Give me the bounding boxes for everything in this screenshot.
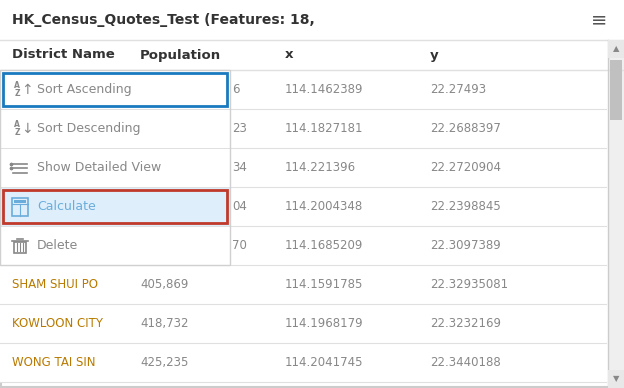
Bar	[0, 343, 606, 382]
Bar	[0, 187, 230, 226]
Text: 22.3232169: 22.3232169	[430, 317, 501, 330]
Text: Sort Descending: Sort Descending	[37, 122, 140, 135]
Text: 114.1827181: 114.1827181	[285, 122, 364, 135]
Text: 114.1462389: 114.1462389	[285, 83, 364, 96]
Text: y: y	[430, 48, 439, 62]
Bar	[14, 241, 26, 253]
Text: 22.27493: 22.27493	[430, 83, 486, 96]
Text: 114.2004348: 114.2004348	[285, 200, 363, 213]
Text: 70: 70	[232, 239, 247, 252]
Text: KOWLOON CITY: KOWLOON CITY	[12, 317, 103, 330]
Text: Delete: Delete	[37, 239, 78, 252]
Text: SHAM SHUI PO: SHAM SHUI PO	[12, 278, 98, 291]
Bar	[0, 70, 606, 109]
Text: 34: 34	[232, 161, 247, 174]
Text: ▼: ▼	[613, 374, 619, 383]
Text: Calculate: Calculate	[37, 200, 95, 213]
Bar	[0, 70, 230, 265]
Bar	[610, 60, 622, 120]
Bar	[12, 197, 28, 215]
Text: A: A	[14, 120, 20, 129]
Bar	[0, 109, 606, 148]
Bar	[3, 190, 227, 223]
Text: 114.221396: 114.221396	[285, 161, 356, 174]
Text: 04: 04	[232, 200, 247, 213]
Bar	[3, 73, 227, 106]
Bar	[14, 199, 26, 203]
Text: 22.3440188: 22.3440188	[430, 356, 500, 369]
Text: ↓: ↓	[21, 121, 33, 135]
Text: A: A	[14, 81, 20, 90]
Text: Population: Population	[140, 48, 221, 62]
Bar	[608, 40, 624, 388]
Bar	[0, 148, 606, 187]
Text: WONG TAI SIN: WONG TAI SIN	[12, 356, 95, 369]
Text: ▲: ▲	[613, 45, 619, 54]
Text: x: x	[285, 48, 293, 62]
Text: Z: Z	[14, 89, 20, 98]
Text: 114.1968179: 114.1968179	[285, 317, 364, 330]
Text: 22.2720904: 22.2720904	[430, 161, 501, 174]
Text: 6: 6	[232, 83, 240, 96]
Text: Sort Ascending: Sort Ascending	[37, 83, 132, 96]
Text: Z: Z	[14, 128, 20, 137]
Bar	[0, 226, 606, 265]
Text: 114.1591785: 114.1591785	[285, 278, 363, 291]
Text: District Name: District Name	[12, 48, 115, 62]
Text: 22.32935081: 22.32935081	[430, 278, 508, 291]
Text: 418,732: 418,732	[140, 317, 188, 330]
Text: 114.1685209: 114.1685209	[285, 239, 363, 252]
Text: ≡: ≡	[591, 10, 607, 29]
Text: 22.2688397: 22.2688397	[430, 122, 501, 135]
Bar	[0, 70, 230, 265]
Text: 22.2398845: 22.2398845	[430, 200, 500, 213]
Text: 114.2041745: 114.2041745	[285, 356, 364, 369]
Bar	[0, 304, 606, 343]
Text: 22.3097389: 22.3097389	[430, 239, 500, 252]
Text: HK_Census_Quotes_Test (Features: 18,: HK_Census_Quotes_Test (Features: 18,	[12, 13, 314, 27]
Text: Show Detailed View: Show Detailed View	[37, 161, 161, 174]
Text: 425,235: 425,235	[140, 356, 188, 369]
Text: 23: 23	[232, 122, 247, 135]
Bar	[0, 265, 606, 304]
Text: 405,869: 405,869	[140, 278, 188, 291]
Bar	[0, 40, 624, 70]
Bar	[0, 0, 624, 40]
Bar	[0, 187, 606, 226]
Bar	[608, 40, 624, 58]
Text: ↑: ↑	[21, 83, 33, 97]
Bar	[608, 370, 624, 388]
